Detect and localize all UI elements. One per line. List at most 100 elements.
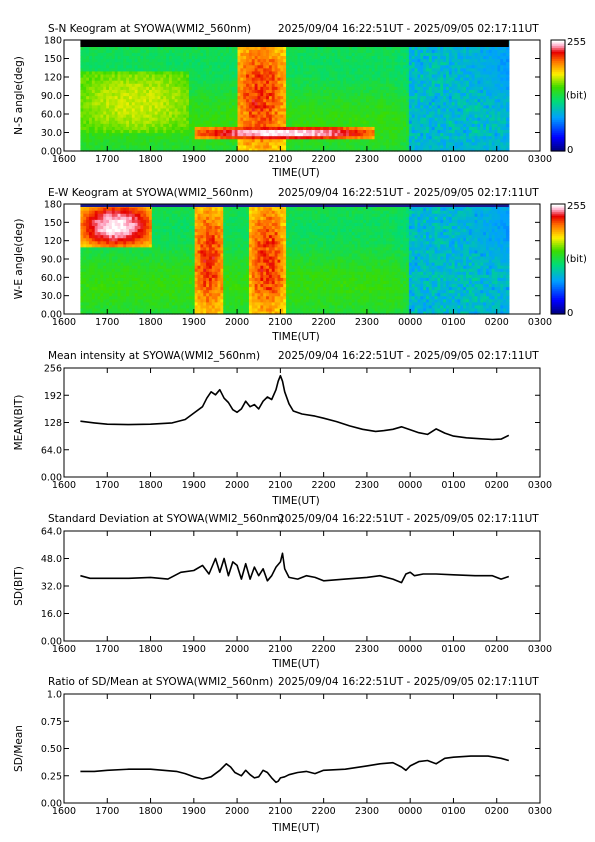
keogram-cell xyxy=(271,141,276,146)
keogram-cell xyxy=(417,114,421,118)
keogram-cell xyxy=(343,86,347,90)
keogram-cell xyxy=(86,52,90,57)
keogram-cell xyxy=(448,73,453,78)
keogram-cell xyxy=(123,135,127,140)
keogram-cell xyxy=(371,126,376,131)
keogram-cell xyxy=(406,86,410,90)
keogram-cell xyxy=(148,132,153,137)
keogram-cell xyxy=(197,120,201,124)
keogram-cell xyxy=(371,135,376,140)
keogram-cell xyxy=(394,114,399,118)
keogram-cell xyxy=(211,80,216,84)
keogram-cell xyxy=(340,129,344,134)
keogram-cell xyxy=(131,67,136,72)
keogram-cell xyxy=(106,110,110,115)
keogram-cell xyxy=(180,141,184,146)
keogram-cell xyxy=(134,138,139,143)
keogram-cell xyxy=(403,135,407,140)
keogram-cell xyxy=(348,126,353,131)
keogram-cell xyxy=(337,129,341,134)
keogram-cell xyxy=(294,61,299,66)
keogram-cell xyxy=(260,89,264,94)
keogram-cell xyxy=(351,52,356,57)
keogram-cell xyxy=(446,129,450,134)
keogram-cell xyxy=(106,61,110,66)
keogram-cell xyxy=(183,107,187,112)
keogram-cell xyxy=(137,144,142,149)
keogram-cell xyxy=(311,86,316,90)
keogram-cell xyxy=(180,83,184,87)
keogram-cell xyxy=(160,110,164,115)
keogram-cell xyxy=(174,73,179,78)
keogram-cell xyxy=(283,80,287,84)
keogram-cell xyxy=(408,58,413,63)
keogram-cell xyxy=(248,58,253,63)
keogram-cell xyxy=(426,120,430,124)
keogram-cell xyxy=(200,101,204,106)
keogram-cell xyxy=(214,104,219,109)
keogram-cell xyxy=(274,67,279,72)
keogram-cell xyxy=(411,83,416,87)
keogram-cell xyxy=(468,86,473,90)
keogram-cell xyxy=(434,64,439,69)
keogram-cell xyxy=(311,126,316,131)
keogram-cell xyxy=(143,120,147,124)
keogram-cell xyxy=(163,129,167,134)
keogram-cell xyxy=(437,89,441,94)
keogram-cell xyxy=(109,77,113,81)
keogram-cell xyxy=(460,83,464,87)
keogram-cell xyxy=(423,126,427,131)
keogram-cell xyxy=(314,70,319,75)
keogram-cell xyxy=(308,70,313,75)
keogram-cell xyxy=(251,83,256,87)
keogram-cell xyxy=(320,64,324,69)
keogram-cell xyxy=(354,61,359,66)
keogram-cell xyxy=(148,114,153,118)
keogram-cell xyxy=(411,61,416,66)
keogram-cell xyxy=(386,104,390,109)
keogram-cell xyxy=(97,52,102,57)
keogram-cell xyxy=(188,95,193,100)
keogram-cell xyxy=(320,95,324,100)
keogram-cell xyxy=(251,61,256,66)
keogram-cell xyxy=(246,129,250,134)
keogram-cell xyxy=(94,141,99,146)
keogram-cell xyxy=(83,73,87,78)
keogram-cell xyxy=(203,83,207,87)
keogram-cell xyxy=(306,77,310,81)
keogram-cell xyxy=(171,129,176,134)
keogram-cell xyxy=(226,70,230,75)
keogram-cell xyxy=(434,98,439,103)
keogram-cell xyxy=(331,92,336,97)
keogram-cell xyxy=(151,101,156,106)
keogram-cell xyxy=(400,61,404,66)
keogram-cell xyxy=(191,104,196,109)
keogram-cell xyxy=(254,117,259,121)
keogram-cell xyxy=(266,49,270,53)
keogram-cell xyxy=(426,46,430,50)
keogram-cell xyxy=(400,80,404,84)
keogram-cell xyxy=(423,117,427,121)
keogram-cell xyxy=(146,52,150,57)
keogram-cell xyxy=(391,110,396,115)
keogram-cell xyxy=(386,123,390,127)
keogram-cell xyxy=(426,80,430,84)
keogram-cell xyxy=(188,55,193,60)
keogram-cell xyxy=(194,107,199,112)
keogram-cell xyxy=(466,123,470,127)
keogram-cell xyxy=(254,101,259,106)
keogram-cell xyxy=(191,132,196,137)
keogram-cell xyxy=(360,147,364,152)
keogram-cell xyxy=(417,138,421,143)
keogram-cell xyxy=(146,117,150,121)
keogram-cell xyxy=(431,58,436,63)
keogram-cell xyxy=(237,147,241,152)
keogram-cell xyxy=(334,104,339,109)
keogram-cell xyxy=(197,95,201,100)
keogram-cell xyxy=(206,73,210,78)
keogram-cell xyxy=(237,92,241,97)
keogram-cell xyxy=(457,95,461,100)
keogram-cell xyxy=(140,92,144,97)
keogram-cell xyxy=(294,147,299,152)
keogram-cell xyxy=(457,132,461,137)
